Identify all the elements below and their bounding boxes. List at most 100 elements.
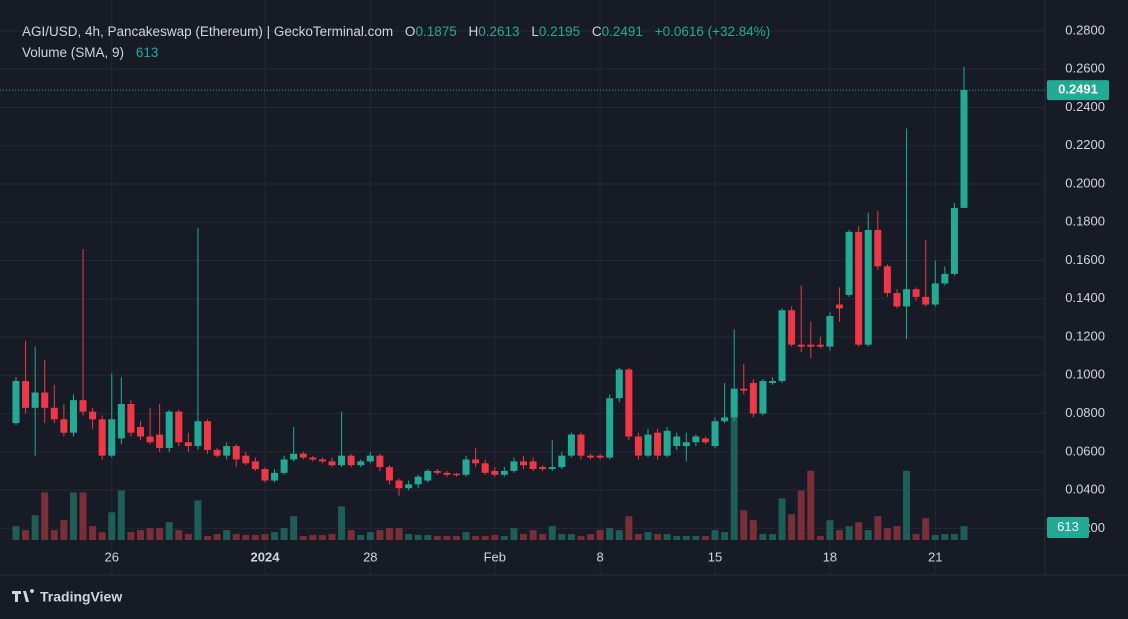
volume-bar: [309, 535, 317, 540]
candle-body: [69, 400, 77, 433]
candle-body: [338, 455, 346, 466]
volume-bar: [213, 534, 221, 540]
y-tick-label: 0.1600: [1065, 252, 1105, 267]
volume-bar: [366, 532, 374, 540]
candle-body: [89, 411, 97, 420]
candle-body: [510, 461, 518, 471]
volume-bar: [347, 530, 355, 540]
candle-body: [749, 382, 757, 414]
volume-bar: [548, 526, 556, 540]
volume-bar: [596, 530, 604, 540]
volume-bar: [433, 536, 441, 540]
o-label: O: [404, 24, 416, 39]
candle-body: [452, 473, 460, 476]
y-tick-label: 0.2400: [1065, 99, 1105, 114]
volume-bar: [41, 492, 49, 540]
volume-bar: [941, 534, 949, 540]
candle-body: [280, 459, 288, 473]
volume-bar: [184, 534, 192, 540]
candle-body: [213, 449, 221, 456]
candle-body: [826, 316, 834, 347]
volume-bar: [156, 528, 164, 540]
volume-bar: [788, 514, 796, 540]
candle-body: [472, 459, 480, 464]
candle-body: [941, 273, 949, 284]
candle-body: [50, 407, 58, 420]
volume-bar: [673, 536, 681, 540]
volume-bar: [950, 534, 958, 540]
candle-body: [740, 388, 748, 391]
volume-value: 613: [135, 45, 159, 60]
candle-body: [414, 476, 422, 485]
volume-bar: [136, 530, 144, 540]
volume-bar: [606, 528, 614, 540]
candle-body: [318, 459, 326, 462]
x-tick-label: 18: [823, 549, 837, 564]
volume-bar: [290, 516, 298, 540]
x-tick-label: 21: [928, 549, 942, 564]
volume-bar: [395, 528, 403, 540]
ohlc-legend: AGI/USD, 4h, Pancakeswap (Ethereum) | Ge…: [22, 24, 770, 39]
volume-bar: [194, 500, 202, 540]
candle-body: [874, 229, 882, 267]
candle-body: [136, 426, 144, 437]
candle-body: [175, 411, 183, 443]
candle-body: [797, 344, 805, 347]
volume-bar: [539, 534, 547, 540]
candle-body: [950, 207, 958, 274]
candle-body: [108, 419, 116, 456]
volume-bar: [79, 492, 87, 540]
volume-bar: [280, 528, 288, 540]
volume-bar: [711, 530, 719, 540]
volume-bar: [730, 416, 738, 540]
volume-bar: [836, 530, 844, 540]
volume-bar: [318, 535, 326, 540]
volume-bar: [922, 518, 930, 540]
candle-body: [424, 470, 432, 481]
candle-body: [433, 470, 441, 473]
volume-bar: [414, 535, 422, 540]
volume-bar: [912, 534, 920, 540]
candle-body: [165, 411, 173, 448]
y-tick-label: 0.2200: [1065, 137, 1105, 152]
volume-bar: [826, 520, 834, 540]
volume-bar: [567, 534, 575, 540]
candle-body: [807, 344, 815, 347]
candle-body: [721, 417, 729, 422]
y-tick-label: 0.0800: [1065, 405, 1105, 420]
volume-bar: [558, 534, 566, 540]
x-tick-label: Feb: [484, 549, 506, 564]
x-tick-label: 28: [363, 549, 377, 564]
candle-body: [759, 381, 767, 414]
candle-body: [845, 231, 853, 295]
volume-bar: [701, 536, 709, 540]
candle-body: [366, 455, 374, 462]
x-tick-label: 2024: [251, 549, 281, 564]
y-tick-label: 0.1000: [1065, 367, 1105, 382]
volume-bar: [893, 526, 901, 540]
candle-body: [864, 229, 872, 345]
y-tick-label: 0.2000: [1065, 175, 1105, 190]
volume-bar: [146, 528, 154, 540]
volume-bar: [175, 530, 183, 540]
y-tick-label: 0.0600: [1065, 443, 1105, 458]
o-value: 0.1875: [415, 24, 457, 39]
volume-bar: [864, 530, 872, 540]
x-tick-label: 8: [597, 549, 604, 564]
volume-label: Volume (SMA, 9): [22, 45, 125, 60]
volume-bar: [462, 532, 470, 540]
volume-bar: [749, 520, 757, 540]
volume-bar: [242, 535, 250, 540]
candle-body: [587, 455, 595, 458]
volume-bar: [816, 536, 824, 540]
candle-body: [922, 296, 930, 305]
brand-logo: [12, 589, 34, 602]
candle-body: [462, 459, 470, 475]
candle-body: [836, 304, 844, 309]
volume-bar: [960, 526, 968, 540]
volume-bar: [510, 528, 518, 540]
h-label: H: [468, 24, 479, 39]
price-tag: [1047, 80, 1109, 101]
volume-tag-label: 613: [1057, 519, 1079, 534]
